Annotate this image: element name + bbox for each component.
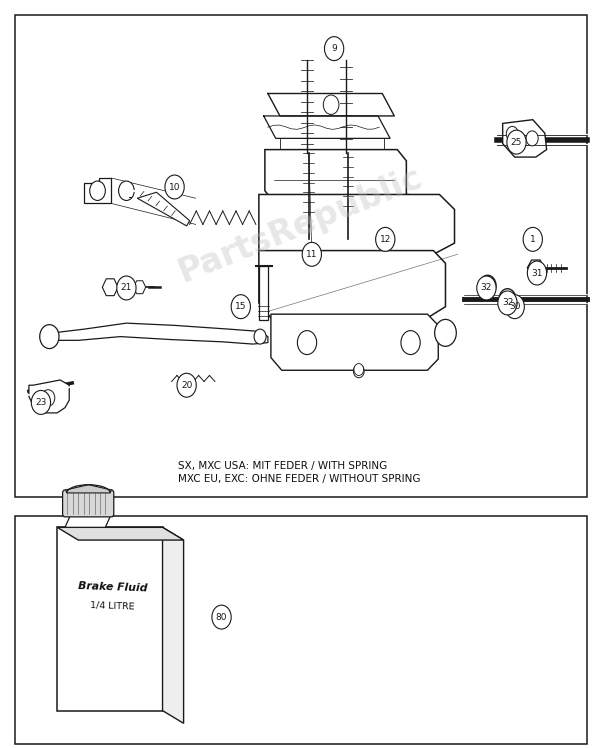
- Text: MXC EU, EXC: OHNE FEDER / WITHOUT SPRING: MXC EU, EXC: OHNE FEDER / WITHOUT SPRING: [178, 474, 420, 485]
- Polygon shape: [137, 192, 190, 226]
- Circle shape: [354, 364, 364, 375]
- Polygon shape: [503, 120, 547, 157]
- Polygon shape: [29, 380, 69, 413]
- Text: 30: 30: [509, 302, 521, 311]
- Polygon shape: [49, 323, 268, 344]
- Circle shape: [42, 390, 55, 406]
- Circle shape: [254, 329, 266, 344]
- Circle shape: [401, 331, 420, 355]
- Polygon shape: [57, 527, 163, 711]
- Polygon shape: [84, 178, 111, 203]
- Polygon shape: [57, 527, 184, 540]
- Circle shape: [31, 390, 51, 414]
- Bar: [15, 516, 587, 744]
- Circle shape: [165, 175, 184, 199]
- Text: 12: 12: [380, 235, 391, 244]
- Circle shape: [479, 275, 496, 296]
- Circle shape: [212, 605, 231, 629]
- Circle shape: [527, 261, 547, 285]
- Circle shape: [324, 37, 344, 61]
- Text: 1: 1: [530, 235, 536, 244]
- Polygon shape: [259, 251, 445, 318]
- Polygon shape: [65, 514, 111, 527]
- Circle shape: [323, 95, 339, 114]
- Text: 31: 31: [531, 269, 543, 278]
- Circle shape: [526, 131, 538, 146]
- Circle shape: [477, 276, 496, 300]
- Circle shape: [90, 181, 105, 200]
- Polygon shape: [163, 527, 184, 723]
- Circle shape: [297, 331, 317, 355]
- Polygon shape: [134, 280, 146, 294]
- Polygon shape: [264, 116, 390, 138]
- Circle shape: [117, 276, 136, 300]
- Circle shape: [119, 181, 134, 200]
- Circle shape: [507, 130, 526, 154]
- Text: 32: 32: [502, 298, 513, 307]
- Circle shape: [353, 364, 364, 378]
- Text: 1/4 LITRE: 1/4 LITRE: [90, 601, 135, 611]
- Bar: [15, 15, 587, 497]
- Circle shape: [435, 319, 456, 346]
- Text: 15: 15: [235, 302, 247, 311]
- Polygon shape: [259, 194, 455, 254]
- Text: 25: 25: [511, 138, 522, 147]
- Circle shape: [498, 291, 517, 315]
- FancyBboxPatch shape: [259, 266, 268, 320]
- Circle shape: [499, 289, 516, 310]
- Circle shape: [40, 325, 59, 349]
- Circle shape: [302, 242, 321, 266]
- Circle shape: [376, 227, 395, 251]
- Text: 23: 23: [36, 398, 46, 407]
- Text: PartsRepublic: PartsRepublic: [174, 160, 428, 289]
- Text: SX, MXC USA: MIT FEDER / WITH SPRING: SX, MXC USA: MIT FEDER / WITH SPRING: [178, 461, 387, 471]
- Polygon shape: [265, 150, 406, 202]
- Circle shape: [382, 206, 412, 243]
- Circle shape: [483, 280, 492, 291]
- Text: 80: 80: [216, 613, 228, 622]
- Text: 9: 9: [331, 44, 337, 53]
- Circle shape: [370, 191, 424, 258]
- Polygon shape: [102, 279, 118, 295]
- Text: 21: 21: [121, 283, 132, 292]
- Text: 32: 32: [481, 283, 492, 292]
- FancyBboxPatch shape: [63, 490, 114, 517]
- Circle shape: [503, 294, 512, 304]
- Circle shape: [506, 126, 518, 141]
- Polygon shape: [268, 94, 394, 116]
- Circle shape: [177, 373, 196, 397]
- Text: 20: 20: [181, 381, 192, 390]
- Circle shape: [231, 295, 250, 319]
- Polygon shape: [271, 314, 438, 370]
- Text: 11: 11: [306, 250, 318, 259]
- Text: Brake Fluid: Brake Fluid: [78, 581, 147, 593]
- Polygon shape: [527, 260, 544, 275]
- Circle shape: [523, 227, 542, 251]
- Polygon shape: [66, 485, 111, 493]
- Circle shape: [505, 295, 524, 319]
- Text: 10: 10: [169, 183, 181, 191]
